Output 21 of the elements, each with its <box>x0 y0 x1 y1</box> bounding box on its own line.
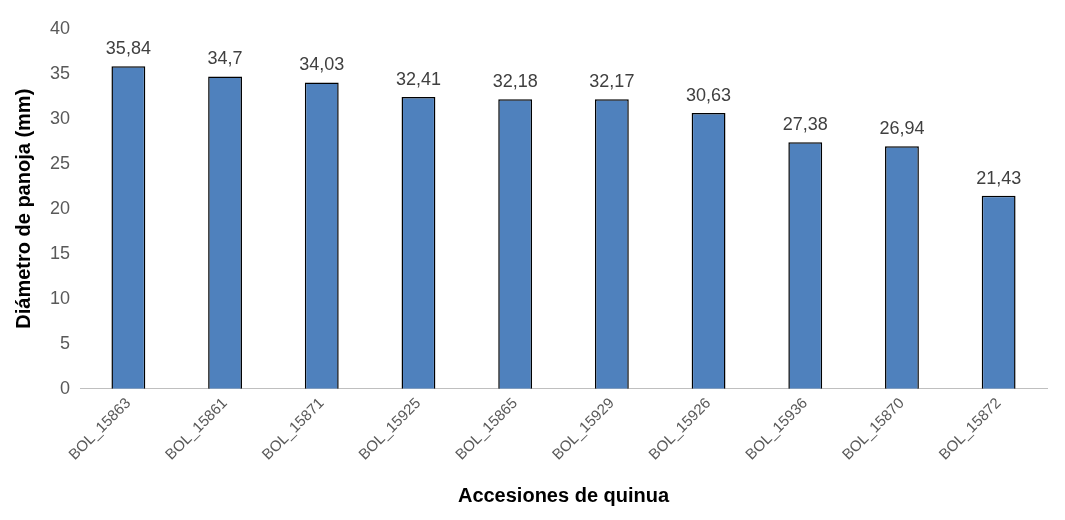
x-axis-title: Accesiones de quinua <box>457 483 670 506</box>
data-label: 32,41 <box>395 69 441 90</box>
y-axis-title: Diámetro de panoja (mm) <box>11 88 34 329</box>
y-tick-label: 35 <box>49 62 71 83</box>
y-tick-label: 10 <box>49 287 71 308</box>
data-label: 35,84 <box>105 38 151 59</box>
data-label: 27,38 <box>782 114 828 135</box>
data-label: 30,63 <box>686 85 732 106</box>
data-label: 32,18 <box>492 71 538 92</box>
y-tick-label: 15 <box>49 242 71 263</box>
data-label: 32,17 <box>589 71 635 92</box>
data-label: 26,94 <box>879 118 925 139</box>
y-tick-label: 25 <box>49 152 71 173</box>
y-tick-label: 0 <box>60 377 71 398</box>
data-label: 21,43 <box>976 167 1022 188</box>
data-label: 34,7 <box>207 48 243 69</box>
y-tick-label: 20 <box>49 197 71 218</box>
y-tick-label: 5 <box>60 332 71 353</box>
y-tick-label: 40 <box>49 17 71 38</box>
data-label: 34,03 <box>299 54 345 75</box>
y-tick-label: 30 <box>49 107 71 128</box>
